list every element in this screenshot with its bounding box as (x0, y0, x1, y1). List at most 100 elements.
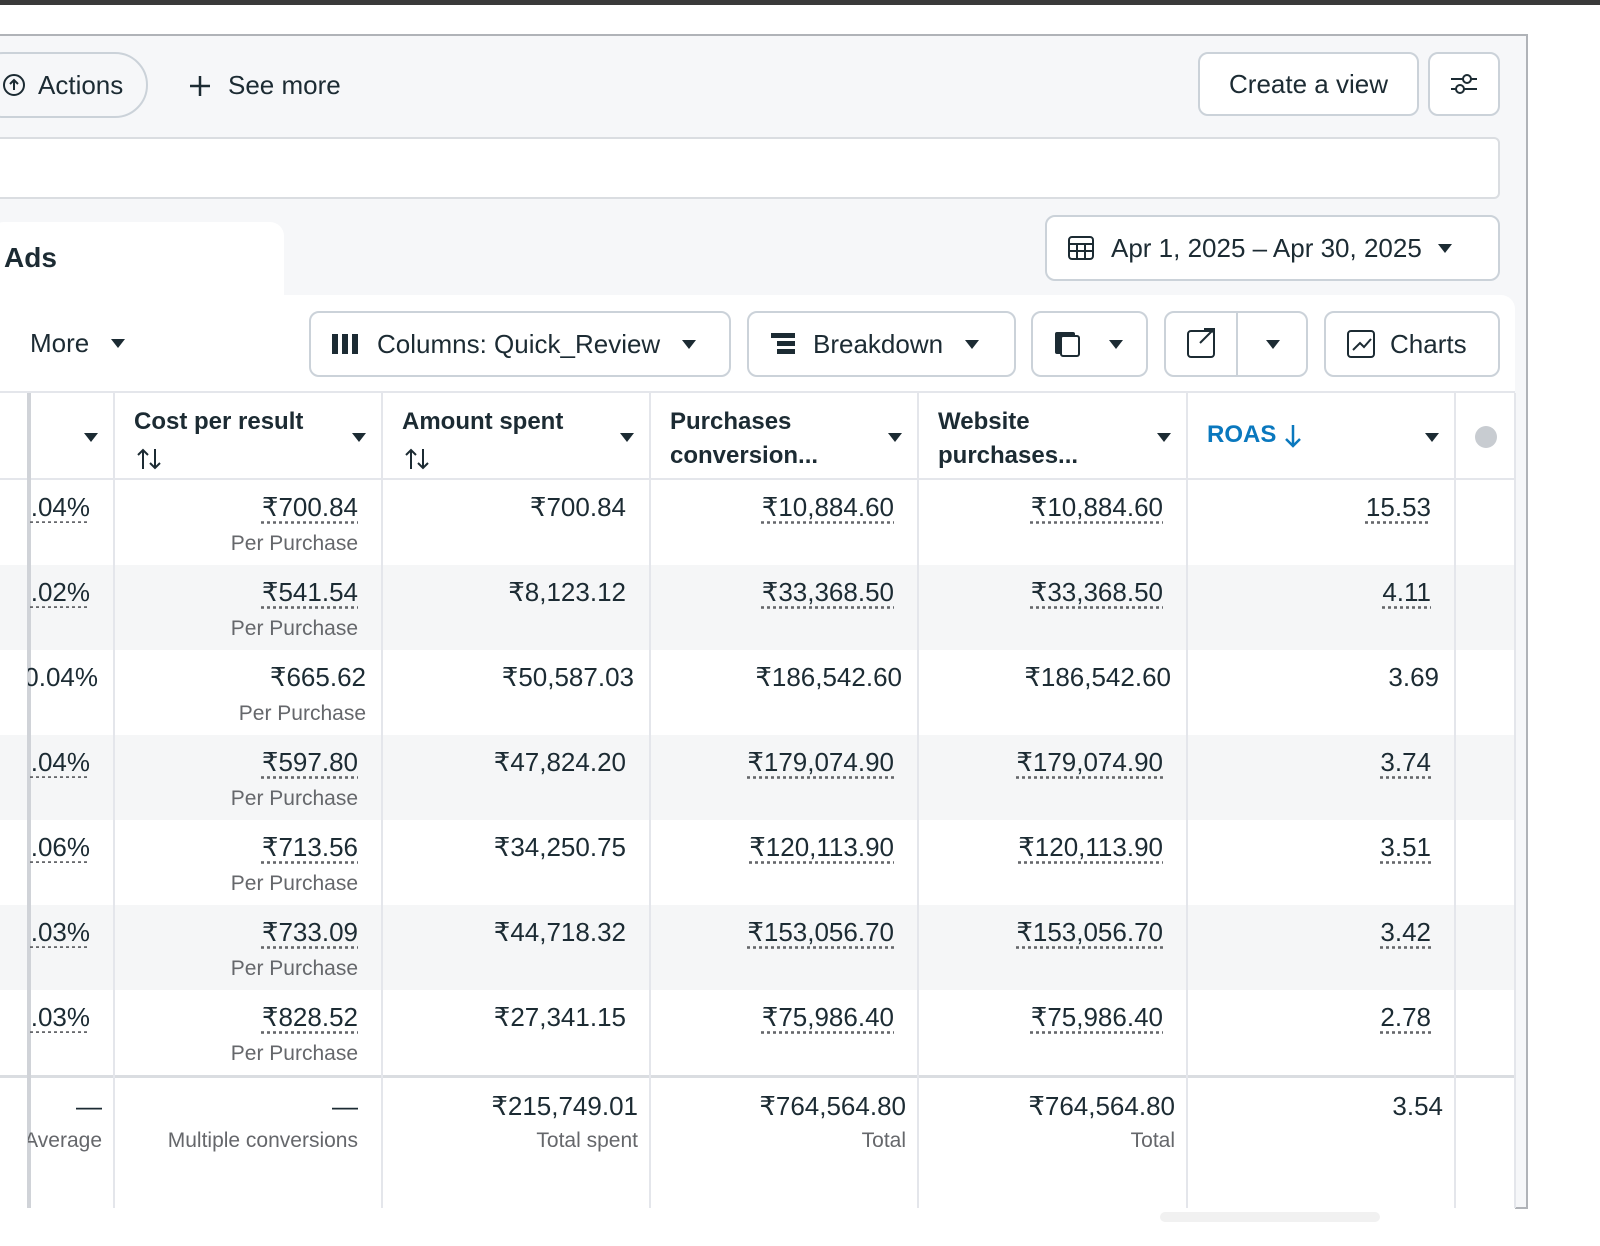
calendar-icon (1068, 236, 1094, 260)
website-cell[interactable]: ₹179,074.90 (1016, 747, 1163, 777)
purchases-cell[interactable]: ₹10,884.60 (761, 492, 894, 522)
roas-cell[interactable]: 4.11 (1382, 577, 1431, 607)
ads-tab-label: Ads (4, 242, 57, 273)
col0-cell[interactable]: .03% (30, 917, 90, 947)
website-cell[interactable]: ₹153,056.70 (1016, 917, 1163, 947)
column-header[interactable]: Cost per result (134, 408, 304, 435)
amount-total-note: Total spent (536, 1129, 638, 1152)
website-cell[interactable]: ₹10,884.60 (1030, 492, 1163, 522)
amount-cell: ₹44,718.32 (493, 917, 626, 947)
cost-cell[interactable]: ₹541.54 (261, 577, 358, 607)
purchases-cell: ₹186,542.60 (755, 662, 902, 692)
col0-total: — (76, 1091, 102, 1121)
breakdown-label: Breakdown (813, 328, 944, 359)
cost-note: Per Purchase (230, 1042, 358, 1065)
column-header[interactable]: Website purchases... (938, 408, 1079, 469)
actions-button[interactable]: Actions (0, 52, 148, 118)
see-more[interactable]: See more (188, 70, 341, 101)
col0-cell[interactable]: .04% (30, 492, 90, 522)
roas-cell[interactable]: 3.74 (1380, 747, 1431, 777)
amount-total: ₹215,749.01 (491, 1091, 638, 1121)
export-button[interactable] (1164, 311, 1308, 377)
dropdown-caret (111, 339, 126, 348)
settings-button[interactable] (1428, 52, 1500, 116)
cost-cell[interactable]: ₹597.80 (261, 747, 358, 777)
dropdown-caret (1109, 339, 1123, 349)
cost-cell[interactable]: ₹733.09 (261, 917, 358, 947)
search-bar[interactable] (0, 137, 1500, 199)
roas-cell[interactable]: 3.42 (1380, 917, 1431, 947)
website-cell[interactable]: ₹120,113.90 (1018, 832, 1163, 862)
header-caret (84, 433, 98, 442)
create-view-button[interactable]: Create a view (1198, 52, 1419, 116)
purchases-cell[interactable]: ₹153,056.70 (747, 917, 894, 947)
purchases-cell[interactable]: ₹33,368.50 (761, 577, 894, 607)
charts-icon (1347, 330, 1375, 358)
roas-cell[interactable]: 3.51 (1380, 832, 1431, 862)
plus-icon (190, 75, 210, 96)
column-header[interactable]: Purchases conversion... (670, 408, 819, 469)
purchases-cell[interactable]: ₹75,986.40 (761, 1002, 894, 1032)
col0-cell[interactable]: .03% (30, 1002, 90, 1032)
column-divider (649, 393, 651, 1208)
roas-cell[interactable]: 15.53 (1365, 492, 1431, 522)
cost-note: Per Purchase (230, 957, 358, 980)
sliders-icon (1451, 74, 1477, 94)
dropdown-caret (1437, 243, 1452, 253)
col0-total-note: Average (24, 1129, 102, 1152)
header-caret (1157, 433, 1171, 442)
column-divider (1454, 393, 1456, 1208)
date-range-label: Apr 1, 2025 – Apr 30, 2025 (1111, 232, 1422, 263)
columns-button[interactable]: Columns: Quick_Review (309, 311, 731, 377)
cost-note: Per Purchase (230, 787, 358, 810)
column-header[interactable]: ROAS (1207, 421, 1277, 448)
roas-cell[interactable]: 2.78 (1380, 1002, 1431, 1032)
date-range-button[interactable]: Apr 1, 2025 – Apr 30, 2025 (1045, 215, 1500, 281)
amount-cell: ₹34,250.75 (493, 832, 626, 862)
row-stripe (0, 735, 1515, 820)
breakdown-button[interactable]: Breakdown (747, 311, 1016, 377)
top-bar (0, 0, 1600, 5)
website-cell[interactable]: ₹33,368.50 (1030, 577, 1163, 607)
header-caret (1425, 433, 1439, 442)
create-view-label: Create a view (1229, 68, 1388, 99)
website-cell: ₹186,542.60 (1024, 662, 1171, 692)
sort-icon (136, 447, 162, 471)
cost-note: Per Purchase (230, 532, 358, 555)
cost-note: Per Purchase (230, 872, 358, 895)
charts-button[interactable]: Charts (1324, 311, 1500, 377)
reports-button[interactable] (1031, 311, 1148, 377)
amount-cell: ₹27,341.15 (493, 1002, 626, 1032)
roas-total: 3.54 (1392, 1091, 1443, 1121)
totals-border (0, 1075, 1515, 1078)
purchases-cell[interactable]: ₹120,113.90 (749, 832, 894, 862)
column-divider (1186, 393, 1188, 1208)
cost-cell[interactable]: ₹700.84 (261, 492, 358, 522)
add-column-icon[interactable] (1475, 426, 1497, 448)
header-caret (620, 433, 634, 442)
website-cell[interactable]: ₹75,986.40 (1030, 1002, 1163, 1032)
purchases-total-note: Total (861, 1129, 906, 1152)
col0-cell[interactable]: .02% (30, 577, 90, 607)
amount-cell: ₹47,824.20 (493, 747, 626, 777)
upload-icon (3, 74, 25, 96)
column-divider (27, 393, 31, 1208)
column-header[interactable]: Amount spent (402, 408, 564, 435)
export-icon (1187, 313, 1238, 375)
cost-cell[interactable]: ₹713.56 (261, 832, 358, 862)
col0-cell[interactable]: .06% (30, 832, 90, 862)
column-divider (917, 393, 919, 1208)
amount-cell: ₹50,587.03 (501, 662, 634, 692)
more-button[interactable]: More (30, 328, 126, 359)
columns-icon (332, 334, 358, 354)
col0-cell[interactable]: .04% (30, 747, 90, 777)
charts-label: Charts (1390, 328, 1467, 359)
purchases-cell[interactable]: ₹179,074.90 (747, 747, 894, 777)
column-divider (381, 393, 383, 1208)
actions-label: Actions (38, 69, 124, 100)
header-border (0, 391, 1515, 393)
ads-tab[interactable]: Ads (0, 222, 284, 302)
cost-cell[interactable]: ₹828.52 (261, 1002, 358, 1032)
